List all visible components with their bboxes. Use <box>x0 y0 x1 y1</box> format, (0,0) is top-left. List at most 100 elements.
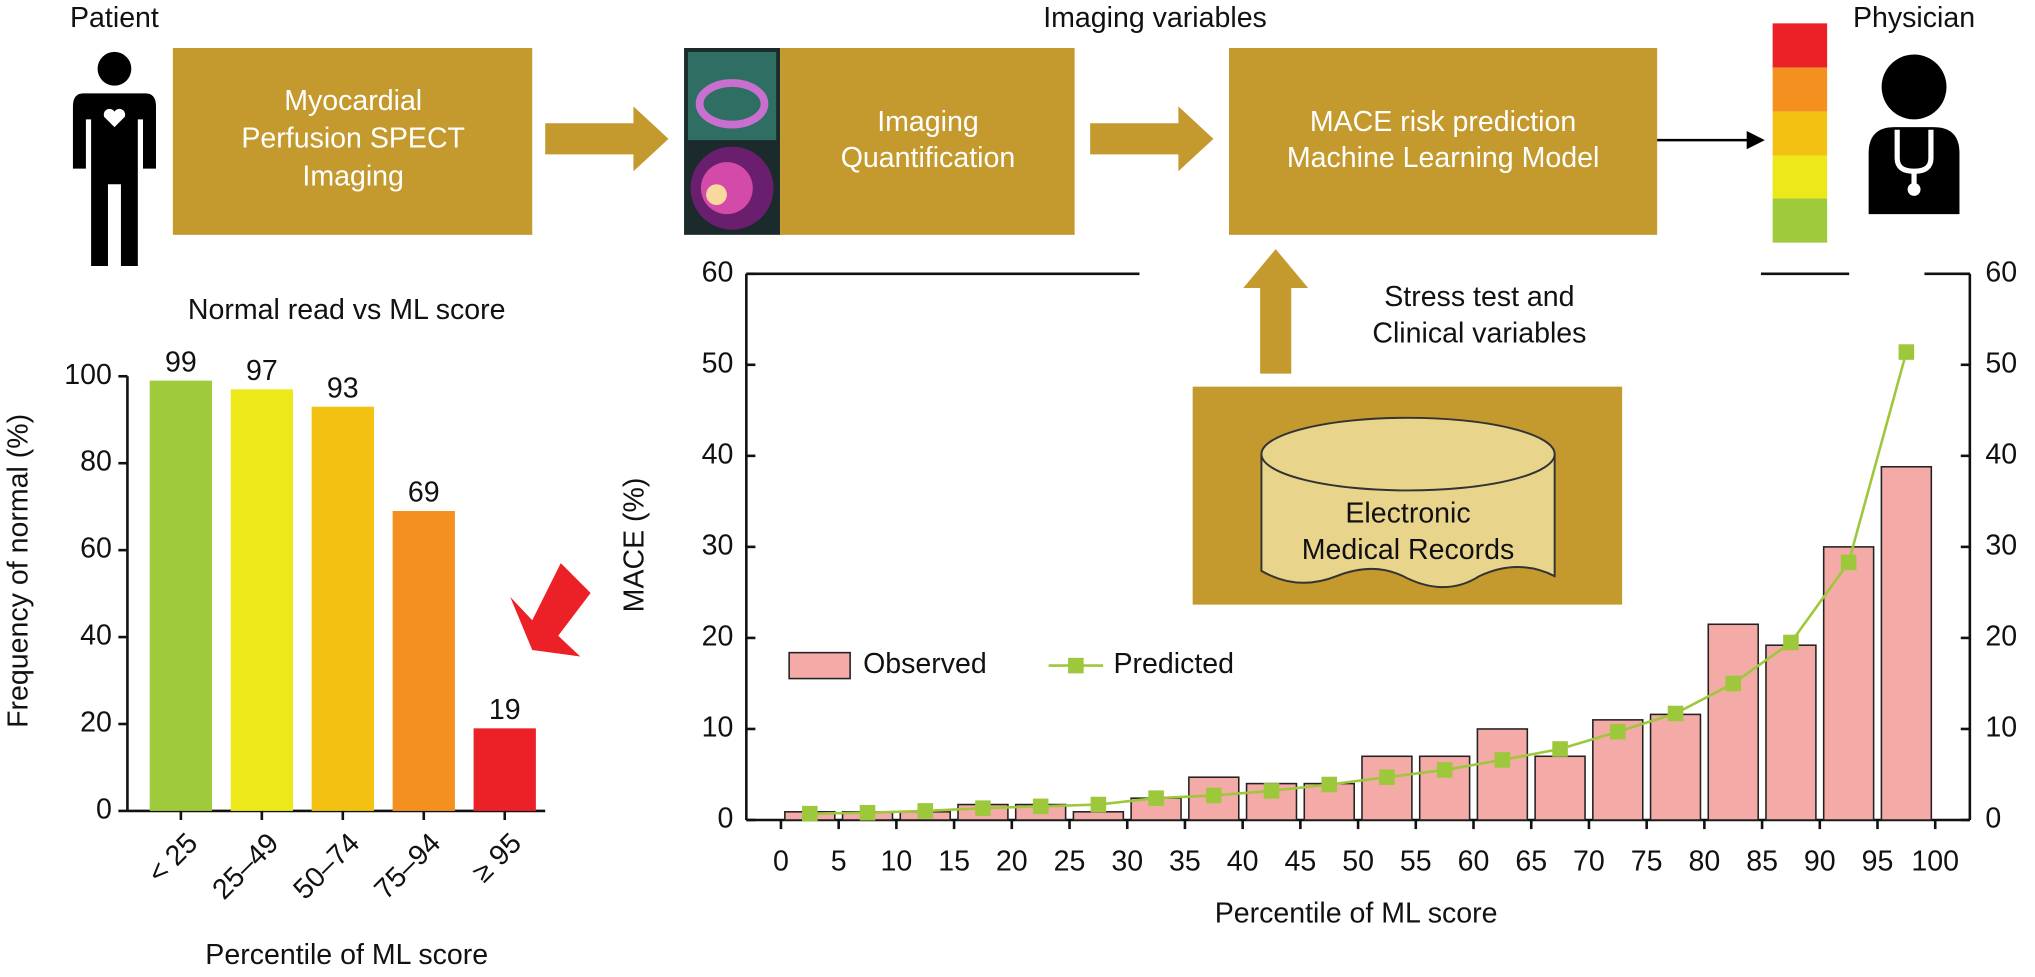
predicted-marker <box>917 803 934 819</box>
histogram-bar <box>1361 755 1413 821</box>
x-tick-label: 100 <box>1911 845 1959 877</box>
histogram-bar <box>1880 465 1933 821</box>
predicted-marker <box>1725 675 1742 692</box>
histogram-bar <box>1534 755 1586 821</box>
y-axis-title: Frequency of normal (%) <box>2 414 34 728</box>
y2-tick-label: 0 <box>1985 803 2001 835</box>
predicted-marker <box>1379 769 1395 786</box>
y2-tick-label: 10 <box>1985 712 2017 744</box>
predicted-marker <box>1090 796 1107 813</box>
predicted-marker <box>1321 776 1338 793</box>
spect-image <box>684 48 781 235</box>
histogram-bar <box>1476 728 1529 821</box>
bar <box>473 728 536 811</box>
x-tick-label: 75 <box>1631 845 1663 877</box>
y-tick-label: 20 <box>702 620 734 652</box>
y-axis-title: MACE (%) <box>619 478 651 613</box>
x-axis-title: Percentile of ML score <box>205 939 488 971</box>
legend-label: Observed <box>863 648 987 680</box>
ml-model-box: MACE risk prediction Machine Learning Mo… <box>1228 48 1658 235</box>
spect-box: Myocardial Perfusion SPECT Imaging <box>172 48 533 235</box>
value-label: 93 <box>327 372 359 404</box>
x-tick-label: < 25 <box>142 827 204 889</box>
y2-tick-label: 50 <box>1985 347 2017 379</box>
bar <box>311 406 374 811</box>
x-tick-label: 90 <box>1804 845 1836 877</box>
predicted-marker <box>1206 787 1222 804</box>
flow-arrow <box>1090 106 1214 172</box>
node-text: Imaging <box>302 160 404 192</box>
y2-tick-label: 40 <box>1985 438 2017 470</box>
patient-icon <box>72 51 156 266</box>
x-tick-label: 85 <box>1746 845 1778 877</box>
x-tick-label: 20 <box>996 845 1028 877</box>
y-tick-label: 40 <box>702 438 734 470</box>
input-arrow <box>1243 249 1309 374</box>
node-text: Machine Learning Model <box>1287 142 1599 174</box>
x-tick-label: 60 <box>1458 845 1490 877</box>
x-tick-label: ≥ 95 <box>466 827 528 889</box>
y-tick-label: 0 <box>717 803 733 835</box>
imaging-variables-label: Imaging variables <box>1043 2 1267 34</box>
value-label: 19 <box>489 694 521 726</box>
risk-scale <box>1772 23 1828 243</box>
predicted-marker <box>1436 762 1453 778</box>
y-tick-label: 40 <box>80 620 112 652</box>
x-tick-label: 45 <box>1284 845 1316 877</box>
chart-mace: 0 10 20 30 40 50 60 0 10 20 30 40 50 60 0 5 10 15 20 25 30 35… <box>619 256 2018 929</box>
arrow-head <box>1746 131 1765 150</box>
histogram-bar <box>1822 546 1875 821</box>
pipeline-diagram: Patient Imaging variables Myocardial Per… <box>70 2 1975 657</box>
x-tick-label: 30 <box>1111 845 1143 877</box>
legend-label: Predicted <box>1114 648 1235 680</box>
x-tick-label: 25–49 <box>206 827 285 906</box>
y-tick-label: 60 <box>702 256 734 288</box>
highlight-arrow <box>510 563 591 657</box>
predicted-marker <box>1032 798 1049 815</box>
histogram-bar <box>1707 623 1759 821</box>
stress-label: Stress test and <box>1384 281 1574 313</box>
node-text: Perfusion SPECT <box>241 123 465 155</box>
histogram-bar <box>1649 713 1702 821</box>
x-tick-label: 70 <box>1573 845 1605 877</box>
predicted-marker <box>1898 344 1915 360</box>
predicted-marker <box>1840 554 1857 571</box>
y2-tick-label: 60 <box>1985 256 2017 288</box>
predicted-marker <box>802 805 818 822</box>
node-text: Myocardial <box>284 85 422 117</box>
flow-arrow <box>545 106 669 172</box>
y-tick-label: 100 <box>64 359 112 391</box>
value-label: 99 <box>165 346 197 378</box>
node-text: Quantification <box>841 142 1015 174</box>
bar <box>392 511 455 811</box>
histogram-bar <box>1765 644 1817 821</box>
predicted-marker <box>1148 790 1164 806</box>
x-tick-label: 80 <box>1688 845 1720 877</box>
x-tick-label: 15 <box>938 845 970 877</box>
predicted-marker <box>1263 783 1280 799</box>
y-tick-label: 80 <box>80 446 112 478</box>
bar <box>149 380 213 811</box>
y2-tick-label: 20 <box>1985 620 2017 652</box>
bar <box>230 389 293 811</box>
legend-swatch <box>788 651 851 680</box>
predicted-marker <box>1552 741 1568 757</box>
node-text: Imaging <box>877 106 979 138</box>
node-text: Electronic <box>1345 498 1470 530</box>
y-tick-label: 0 <box>96 793 112 825</box>
quantification-box: Imaging Quantification <box>780 48 1075 235</box>
stress-label: Clinical variables <box>1372 317 1586 349</box>
y2-tick-label: 30 <box>1985 529 2017 561</box>
histogram-bar <box>1072 811 1125 821</box>
chart-normal-read: Normal read vs ML score 0 20 40 60 80 100 99 < 2… <box>2 294 546 971</box>
x-tick-label: 50 <box>1342 845 1374 877</box>
patient-label: Patient <box>70 2 159 34</box>
x-tick-label: 5 <box>831 845 847 877</box>
x-tick-label: 75–94 <box>368 827 447 906</box>
node-text: MACE risk prediction <box>1310 106 1576 138</box>
predicted-marker <box>1610 723 1626 740</box>
y-tick-label: 60 <box>80 533 112 565</box>
predicted-line <box>809 351 1908 815</box>
